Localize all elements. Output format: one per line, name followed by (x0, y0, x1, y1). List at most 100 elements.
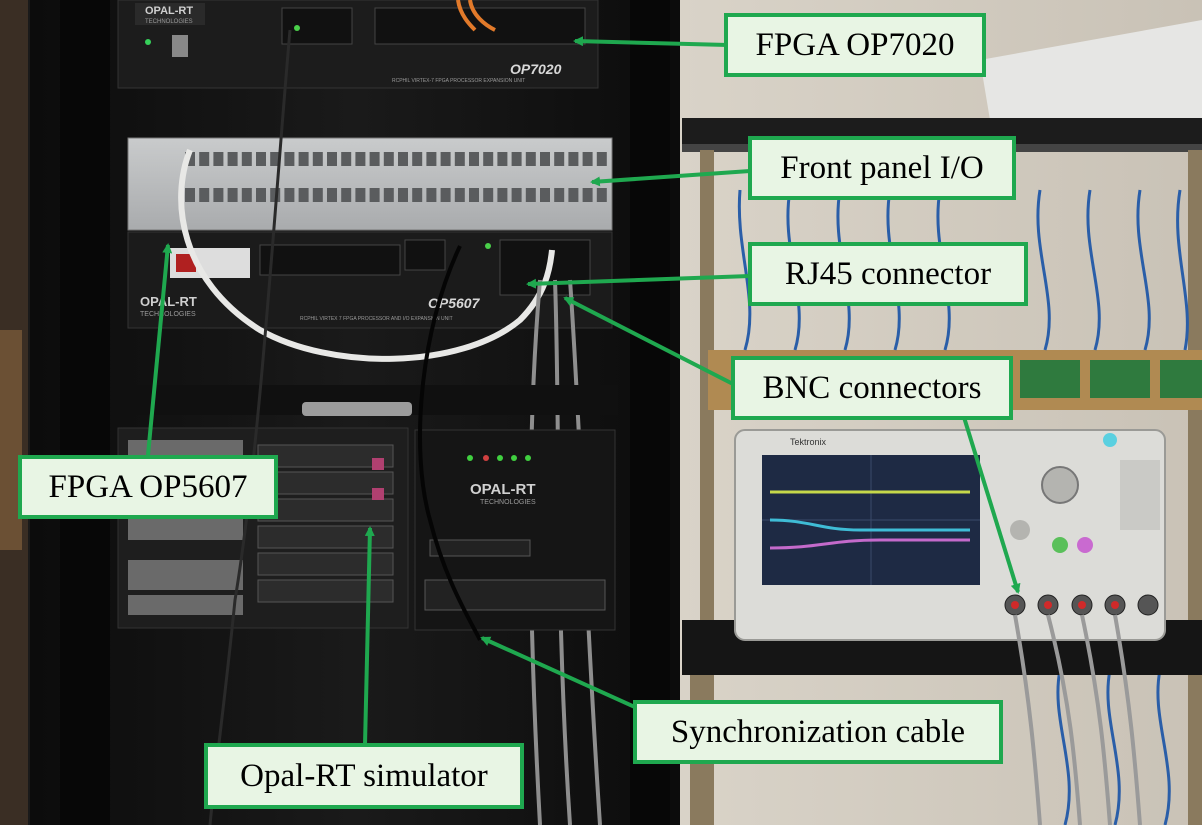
terminal-block-1 (1020, 360, 1080, 398)
cardboard-box (0, 330, 22, 550)
rj45-port (298, 188, 309, 202)
svg-text:OPAL-RT: OPAL-RT (140, 294, 197, 309)
rj45-port (469, 152, 479, 166)
rj45-port (185, 152, 195, 166)
label-opal-rt-simulator: Opal-RT simulator (204, 743, 524, 809)
arrow-bnc-connectors-1 (563, 296, 734, 386)
svg-text:TECHNOLOGIES: TECHNOLOGIES (140, 311, 196, 318)
rj45-port (511, 188, 522, 202)
rj45-port (497, 152, 508, 166)
rj45-port (327, 152, 337, 166)
rj45-port (341, 152, 352, 166)
rj45-port (199, 152, 210, 166)
arrow-bnc-connectors-2 (961, 413, 1021, 594)
svg-text:OPAL-RT: OPAL-RT (470, 481, 536, 498)
rj45-port (312, 152, 323, 166)
label-fpga-op5607: FPGA OP5607 (18, 455, 278, 519)
svg-text:OP7020: OP7020 (510, 61, 562, 77)
arrow-front-panel-io (590, 169, 751, 187)
label-synchronization-cable: Synchronization cable (633, 700, 1003, 764)
rj45-port (412, 188, 423, 202)
trace-cyan (769, 518, 970, 532)
upper-shelf-box (980, 20, 1202, 120)
svg-text:RCPHIL VIRTEX-7 FPGA PROCESSOR: RCPHIL VIRTEX-7 FPGA PROCESSOR EXPANSION… (392, 78, 525, 84)
rj45-port (369, 188, 380, 202)
svg-text:TECHNOLOGIES: TECHNOLOGIES (480, 499, 536, 506)
rj45-port (227, 152, 238, 166)
rj45-port (582, 152, 593, 166)
rj45-port (412, 152, 423, 166)
rj45-port (270, 152, 281, 166)
label-rj45-connector: RJ45 connector (748, 242, 1028, 306)
rj45-port (369, 152, 380, 166)
rj45-port (241, 152, 252, 166)
white-ethernet-cable (178, 148, 555, 362)
front-panel-io (127, 137, 613, 231)
rj45-port (440, 152, 451, 166)
rj45-port (540, 152, 550, 166)
svg-text:TECHNOLOGIES: TECHNOLOGIES (145, 19, 193, 25)
rj45-port (440, 188, 451, 202)
sync-cable (418, 245, 482, 641)
shelf-handle (302, 402, 412, 416)
rj45-port (256, 188, 266, 202)
rj45-port (213, 152, 224, 166)
rj45-port (383, 188, 394, 202)
rj45-port (426, 188, 437, 202)
rj45-port (312, 188, 323, 202)
opal-rt-simulator-box: OPAL-RT TECHNOLOGIES (414, 429, 616, 631)
rj45-port (383, 152, 394, 166)
label-bnc-connectors: BNC connectors (731, 356, 1013, 420)
arrow-fpga-op5607 (146, 243, 173, 456)
rj45-port (355, 152, 366, 166)
rj45-port (284, 188, 295, 202)
rj45-port (398, 188, 408, 202)
svg-text:OPAL-RT: OPAL-RT (145, 5, 193, 17)
rj45-port (582, 188, 593, 202)
svg-text:RCPHIL VIRTEX 7 FPGA PROCESSOR: RCPHIL VIRTEX 7 FPGA PROCESSOR AND I/O E… (300, 316, 453, 322)
rj45-port (355, 188, 366, 202)
rj45-port (454, 188, 465, 202)
arrow-rj45-connector (526, 274, 751, 289)
rj45-port (554, 188, 565, 202)
rj45-port (426, 152, 437, 166)
arrow-fpga-op7020 (573, 36, 729, 47)
rj45-port (213, 188, 224, 202)
rj45-port (497, 188, 508, 202)
label-front-panel-io: Front panel I/O (748, 136, 1016, 200)
rj45-port (398, 152, 408, 166)
rj45-port (199, 188, 210, 202)
rj45-port (284, 152, 295, 166)
rj45-port (256, 152, 266, 166)
rj45-port (525, 152, 536, 166)
arrow-opal-rt-simulator (363, 526, 375, 746)
terminal-block-2 (1090, 360, 1150, 398)
rj45-port (341, 188, 352, 202)
rj45-port (596, 188, 607, 202)
rj45-port (511, 152, 522, 166)
rj45-port (185, 188, 195, 202)
rj45-port (298, 152, 309, 166)
rj45-port (469, 188, 479, 202)
rj45-port (554, 152, 565, 166)
rack-rail-right (630, 0, 670, 825)
rj45-port (483, 188, 494, 202)
probe-cables (1013, 614, 1142, 825)
oscilloscope: Tektronix (734, 429, 1166, 641)
rj45-port (327, 188, 337, 202)
rj45-port (227, 188, 238, 202)
rj45-port (241, 188, 252, 202)
rj45-port (525, 188, 536, 202)
rj45-port (483, 152, 494, 166)
arrow-sync-cable (480, 636, 638, 710)
rj45-port (568, 152, 579, 166)
terminal-block-3 (1160, 360, 1202, 398)
label-fpga-op7020: FPGA OP7020 (724, 13, 986, 77)
rj45-port (568, 188, 579, 202)
trace-magenta (769, 538, 970, 550)
rj45-port (540, 188, 550, 202)
rj45-port (454, 152, 465, 166)
op7020-unit: OPAL-RT TECHNOLOGIES OP7020 RCPHIL VIRTE… (117, 0, 599, 89)
